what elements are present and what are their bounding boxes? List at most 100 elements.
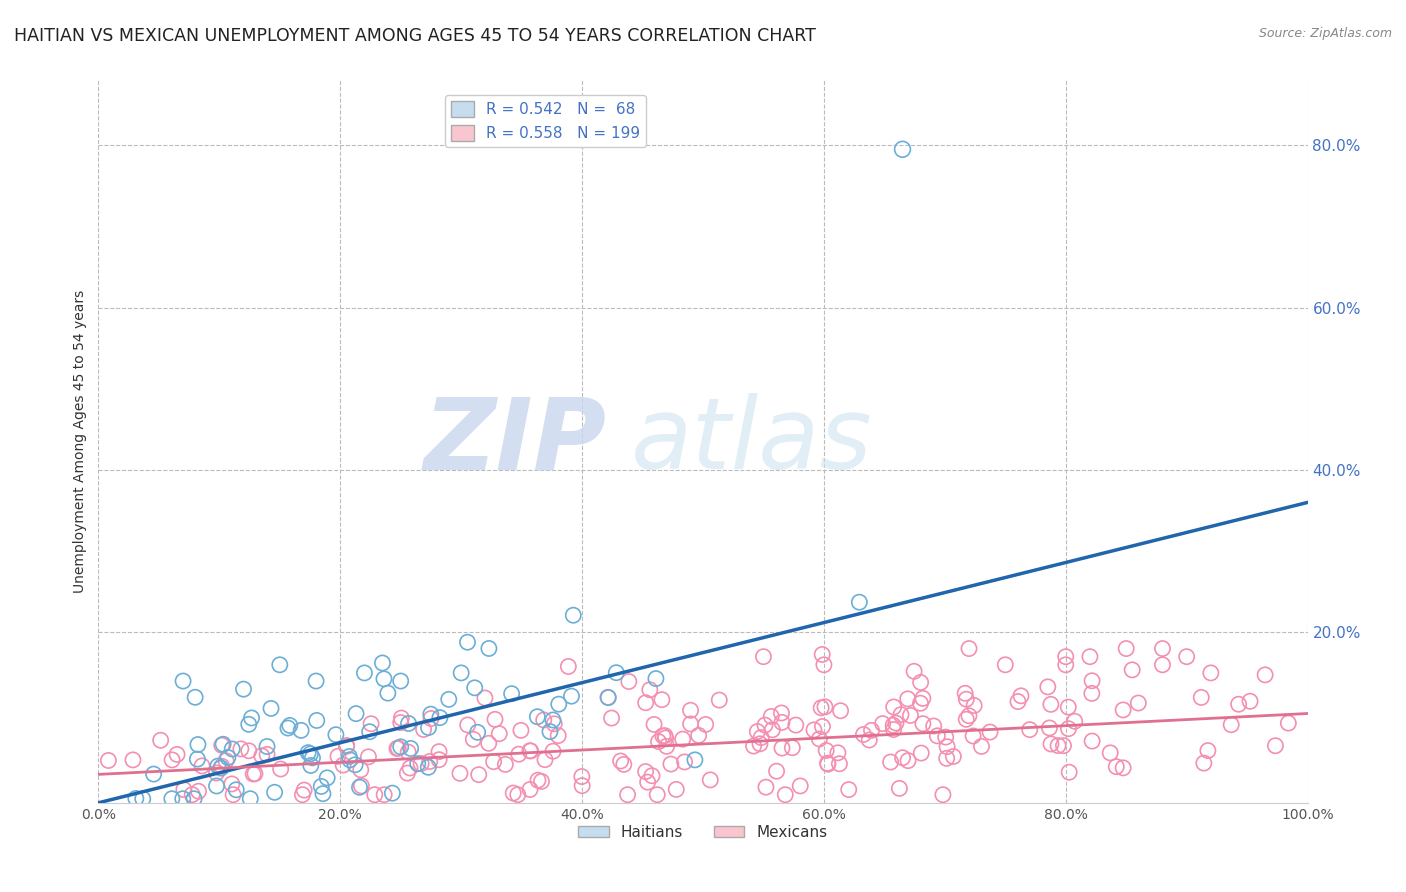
Point bbox=[962, 729, 984, 743]
Point bbox=[457, 718, 479, 732]
Point bbox=[828, 756, 851, 771]
Point bbox=[1197, 743, 1219, 757]
Point bbox=[810, 701, 832, 715]
Point bbox=[638, 682, 661, 697]
Point bbox=[205, 766, 228, 780]
Point bbox=[1057, 722, 1080, 736]
Point bbox=[215, 754, 238, 768]
Point bbox=[502, 786, 524, 800]
Point bbox=[530, 774, 553, 789]
Point bbox=[1036, 680, 1059, 694]
Point bbox=[562, 608, 585, 623]
Point bbox=[211, 738, 233, 752]
Point bbox=[911, 716, 934, 731]
Point bbox=[467, 725, 489, 739]
Point bbox=[922, 719, 945, 733]
Point bbox=[364, 788, 387, 802]
Point bbox=[541, 713, 564, 727]
Point bbox=[312, 787, 335, 801]
Point bbox=[817, 756, 839, 771]
Point bbox=[238, 717, 260, 731]
Point bbox=[1063, 714, 1085, 729]
Point bbox=[339, 753, 361, 767]
Point bbox=[679, 703, 702, 717]
Point bbox=[1047, 739, 1070, 753]
Point bbox=[316, 771, 339, 785]
Point bbox=[688, 728, 710, 742]
Point bbox=[754, 718, 776, 732]
Point bbox=[858, 733, 880, 747]
Point bbox=[269, 657, 291, 672]
Point bbox=[527, 773, 550, 788]
Point bbox=[654, 729, 676, 743]
Point bbox=[184, 690, 207, 705]
Point bbox=[429, 711, 451, 725]
Point bbox=[519, 782, 541, 797]
Point bbox=[389, 673, 412, 688]
Point bbox=[814, 699, 837, 714]
Point bbox=[955, 692, 977, 706]
Point bbox=[963, 698, 986, 713]
Point bbox=[449, 766, 471, 780]
Point bbox=[510, 723, 533, 738]
Point bbox=[209, 761, 232, 775]
Point bbox=[911, 691, 934, 706]
Point bbox=[813, 657, 835, 672]
Point bbox=[519, 744, 541, 758]
Point bbox=[1081, 734, 1104, 748]
Text: HAITIAN VS MEXICAN UNEMPLOYMENT AMONG AGES 45 TO 54 YEARS CORRELATION CHART: HAITIAN VS MEXICAN UNEMPLOYMENT AMONG AG… bbox=[14, 27, 815, 45]
Point bbox=[897, 754, 920, 768]
Point bbox=[482, 755, 505, 769]
Point bbox=[419, 755, 441, 769]
Point bbox=[942, 749, 965, 764]
Point bbox=[399, 741, 422, 756]
Point bbox=[1239, 694, 1261, 708]
Point bbox=[1264, 739, 1286, 753]
Point bbox=[207, 759, 229, 773]
Point bbox=[617, 674, 640, 689]
Point bbox=[519, 744, 541, 758]
Point bbox=[830, 704, 852, 718]
Point bbox=[838, 782, 860, 797]
Point bbox=[278, 718, 301, 732]
Point bbox=[634, 764, 657, 779]
Point bbox=[547, 697, 569, 711]
Point bbox=[290, 723, 312, 738]
Point bbox=[183, 791, 205, 805]
Point bbox=[506, 788, 529, 802]
Point bbox=[360, 716, 382, 731]
Point bbox=[815, 743, 838, 757]
Point bbox=[242, 767, 264, 781]
Point bbox=[957, 641, 980, 656]
Point bbox=[418, 760, 440, 774]
Point bbox=[122, 753, 145, 767]
Point bbox=[297, 746, 319, 760]
Point bbox=[808, 731, 831, 746]
Point bbox=[889, 781, 911, 796]
Point bbox=[335, 739, 357, 754]
Point bbox=[616, 788, 638, 802]
Point bbox=[979, 725, 1001, 739]
Point bbox=[1254, 668, 1277, 682]
Point bbox=[299, 747, 322, 761]
Point bbox=[600, 711, 623, 725]
Point bbox=[526, 710, 548, 724]
Point bbox=[749, 731, 772, 745]
Point bbox=[437, 692, 460, 706]
Point bbox=[749, 737, 772, 751]
Point bbox=[935, 751, 957, 765]
Point bbox=[240, 711, 263, 725]
Point bbox=[1038, 721, 1060, 735]
Point bbox=[292, 783, 315, 797]
Point bbox=[336, 739, 359, 753]
Point bbox=[643, 717, 665, 731]
Point bbox=[412, 723, 434, 737]
Point bbox=[695, 717, 717, 731]
Point bbox=[398, 716, 420, 731]
Point bbox=[910, 746, 932, 760]
Point bbox=[187, 784, 209, 798]
Point bbox=[450, 665, 472, 680]
Point bbox=[221, 777, 243, 791]
Point bbox=[427, 753, 450, 767]
Point bbox=[349, 780, 371, 795]
